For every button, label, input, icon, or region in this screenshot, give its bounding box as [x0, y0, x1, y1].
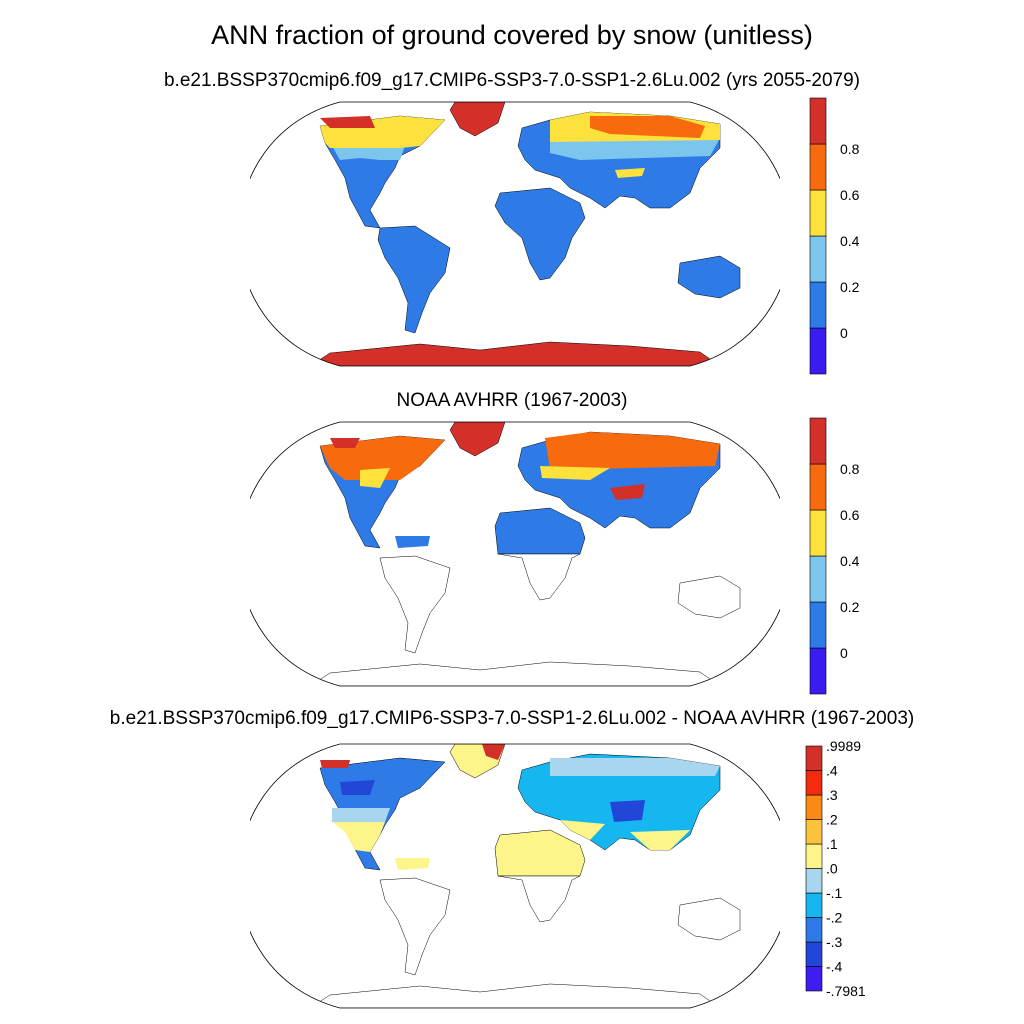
colorbar-2-label-0: 0 [840, 645, 848, 661]
colorbar-3-label-3: .2 [826, 812, 838, 828]
greenland-land [449, 102, 506, 137]
eurasia-mid-snow [550, 138, 720, 160]
colorbar-1-box-3 [809, 189, 827, 237]
himalaya-snow [615, 168, 645, 178]
asia-south-positive [630, 830, 690, 850]
colorbar-3-box-0 [805, 966, 823, 992]
colorbar-3-label-0: .9989 [826, 738, 861, 754]
colorbar-3-box-9 [805, 745, 823, 771]
eurasia-south-positive [560, 820, 605, 840]
colorbar-1-box-4 [809, 143, 827, 191]
south-america-land [377, 225, 451, 334]
colorbar-3-box-6 [805, 819, 823, 845]
canada-arctic-red [320, 116, 375, 128]
colorbar-1-box-5 [809, 97, 827, 145]
colorbar-3-box-5 [805, 843, 823, 869]
colorbar-2-label-2: 0.4 [840, 553, 860, 569]
colorbar-3-box-8 [805, 770, 823, 796]
canada-arctic-positive [320, 760, 350, 768]
colorbar-3-label-4: .1 [826, 836, 838, 852]
caribbean-land [395, 858, 430, 870]
colorbar-3-label-9: -.4 [826, 959, 843, 975]
australia-outline [677, 897, 741, 941]
panel-1-title: b.e21.BSSP370cmip6.f09_g17.CMIP6-SSP3-7.… [163, 70, 861, 91]
south-america-outline [379, 555, 451, 654]
africa-land [494, 187, 586, 281]
colorbar-3-label-2: .3 [826, 787, 838, 803]
africa-south-outline [497, 875, 581, 923]
caribbean-land [395, 536, 430, 548]
colorbar-3-box-7 [805, 794, 823, 820]
panel-2-map [250, 421, 780, 687]
panel-3-title: b.e21.BSSP370cmip6.f09_g17.CMIP6-SSP3-7.… [109, 708, 915, 729]
figure-title: ANN fraction of ground covered by snow (… [211, 20, 813, 50]
himalaya-strong-negative [610, 800, 645, 822]
canada-strong-negative [340, 780, 375, 795]
colorbar-3-label-6: -.1 [826, 885, 843, 901]
colorbar-1-label-2: 0.4 [840, 233, 860, 249]
himalaya-red [610, 484, 645, 500]
north-america-mid-snow [332, 146, 405, 160]
colorbar-3-label-7: -.2 [826, 910, 843, 926]
africa-north-land [494, 507, 586, 555]
colorbar-3-box-2 [805, 917, 823, 943]
colorbar-3-label-8: -.3 [826, 934, 843, 950]
colorbar-2-box-1 [809, 601, 827, 649]
colorbar-1-label-3: 0.6 [840, 187, 860, 203]
panel-3-map [250, 743, 780, 1009]
panel-1-colorbar: 0 0.2 0.4 0.6 0.8 [809, 97, 860, 375]
colorbar-3-label-1: .4 [826, 763, 838, 779]
colorbar-1-label-4: 0.8 [840, 141, 860, 157]
panel-2-title: NOAA AVHRR (1967-2003) [396, 390, 628, 411]
colorbar-3-box-3 [805, 892, 823, 918]
panel-2-colorbar: 0 0.2 0.4 0.6 0.8 [809, 417, 860, 695]
greenland-edge-positive [482, 744, 505, 760]
colorbar-1-label-1: 0.2 [840, 279, 860, 295]
colorbar-1-box-0 [809, 327, 827, 375]
antarctica-outline [309, 661, 721, 686]
north-america-near-zero [332, 808, 390, 822]
colorbar-2-box-0 [809, 647, 827, 695]
eurasia-snow-yellow [540, 466, 610, 480]
north-america-snow-yellow [360, 468, 390, 488]
colorbar-2-label-4: 0.8 [840, 461, 860, 477]
colorbar-2-box-3 [809, 509, 827, 557]
colorbar-3-box-1 [805, 941, 823, 967]
siberia-orange [590, 116, 705, 138]
colorbar-2-box-2 [809, 555, 827, 603]
colorbar-3-label-5: .0 [826, 861, 838, 877]
colorbar-2-box-4 [809, 463, 827, 511]
colorbar-1-box-1 [809, 281, 827, 329]
colorbar-3-box-4 [805, 868, 823, 894]
australia-land [677, 255, 741, 299]
eurasia-snow-orange [545, 432, 720, 470]
colorbar-2-box-5 [809, 417, 827, 465]
north-america-south-positive [330, 820, 385, 852]
map-2-border [250, 421, 780, 687]
colorbar-1-label-0: 0 [840, 325, 848, 341]
africa-south-outline [497, 553, 581, 601]
australia-outline [677, 575, 741, 619]
canada-arctic-red [330, 438, 360, 448]
antarctica-outline [309, 983, 721, 1008]
map-1-border [250, 101, 780, 367]
colorbar-3-label-10: -.7981 [826, 983, 866, 999]
antarctica-land [309, 341, 721, 366]
south-america-outline [379, 877, 451, 976]
panel-3-colorbar: .9989 .4 .3 .2 .1 .0 -.1 -.2 -.3 -.4 -.7981 [805, 738, 866, 999]
greenland-land [449, 422, 506, 457]
colorbar-1-box-2 [809, 235, 827, 283]
africa-north-land [494, 829, 586, 877]
eurasia-north-near-zero [550, 758, 720, 776]
panel-1-map [250, 101, 780, 367]
colorbar-2-label-1: 0.2 [840, 599, 860, 615]
colorbar-2-label-3: 0.6 [840, 507, 860, 523]
map-3-border [250, 743, 780, 1009]
